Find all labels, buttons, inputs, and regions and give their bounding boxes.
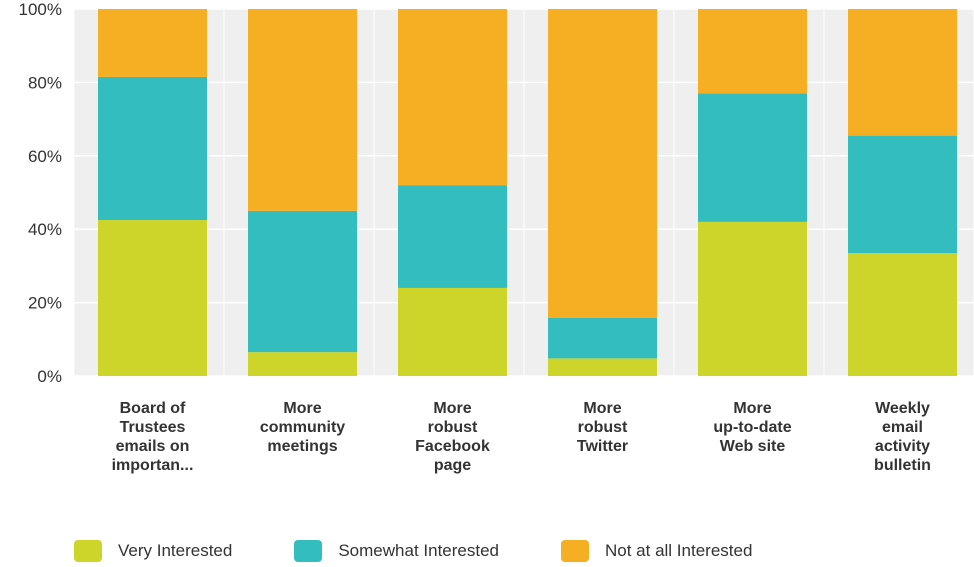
y-tick-label: 0% bbox=[37, 367, 62, 386]
bar-segment-very-interested bbox=[248, 352, 357, 376]
x-tick-label: More robust Facebook page bbox=[415, 400, 490, 474]
x-tick-label: Weekly email activity bulletin bbox=[874, 400, 931, 474]
bar-segment-somewhat-interested bbox=[398, 185, 507, 288]
bar-segment-somewhat-interested bbox=[548, 318, 657, 359]
y-tick-label: 100% bbox=[19, 0, 62, 19]
x-tick-label: More robust Twitter bbox=[577, 400, 628, 455]
x-tick-label: Board of Trustees emails on importan... bbox=[112, 400, 194, 474]
x-tick-label: More up-to-date Web site bbox=[713, 400, 791, 455]
y-tick-label: 60% bbox=[28, 147, 62, 166]
bar-segment-not-at-all-interested bbox=[548, 9, 657, 319]
bar-segment-somewhat-interested bbox=[848, 135, 957, 254]
bar-segment-very-interested bbox=[398, 287, 507, 376]
bar-segment-somewhat-interested bbox=[248, 210, 357, 353]
legend-item-not-at-all-interested: Not at all Interested bbox=[561, 540, 752, 562]
bars bbox=[98, 9, 957, 376]
y-axis: 0% 20% 40% 60% 80% 100% bbox=[19, 0, 62, 386]
legend-swatch-very-interested bbox=[74, 540, 102, 562]
bar-segment-not-at-all-interested bbox=[98, 9, 207, 77]
legend: Very Interested Somewhat Interested Not … bbox=[74, 540, 814, 562]
gridlines bbox=[73, 8, 974, 377]
bar-segment-very-interested bbox=[848, 253, 957, 376]
y-tick-label: 20% bbox=[28, 294, 62, 313]
legend-item-very-interested: Very Interested bbox=[74, 540, 232, 562]
x-tick-label: More community meetings bbox=[260, 400, 345, 455]
bar-segment-somewhat-interested bbox=[98, 76, 207, 221]
legend-label-very-interested: Very Interested bbox=[118, 541, 233, 560]
legend-label-somewhat-interested: Somewhat Interested bbox=[338, 541, 499, 560]
legend-label-not-at-all-interested: Not at all Interested bbox=[605, 541, 753, 560]
legend-item-somewhat-interested: Somewhat Interested bbox=[294, 540, 499, 562]
x-axis: Board of Trustees emails on importan... More… bbox=[112, 400, 931, 474]
y-tick-label: 40% bbox=[28, 220, 62, 239]
y-tick-label: 80% bbox=[28, 73, 62, 92]
bar-segment-not-at-all-interested bbox=[248, 9, 357, 211]
bar-segment-somewhat-interested bbox=[698, 93, 807, 222]
bar-segment-very-interested bbox=[548, 358, 657, 376]
bar-segment-not-at-all-interested bbox=[398, 9, 507, 186]
bar-segment-not-at-all-interested bbox=[698, 9, 807, 94]
bar-segment-not-at-all-interested bbox=[848, 9, 957, 136]
bar-segment-very-interested bbox=[698, 221, 807, 376]
legend-swatch-not-at-all-interested bbox=[561, 540, 589, 562]
bar-segment-very-interested bbox=[98, 220, 207, 376]
legend-swatch-somewhat-interested bbox=[294, 540, 323, 562]
